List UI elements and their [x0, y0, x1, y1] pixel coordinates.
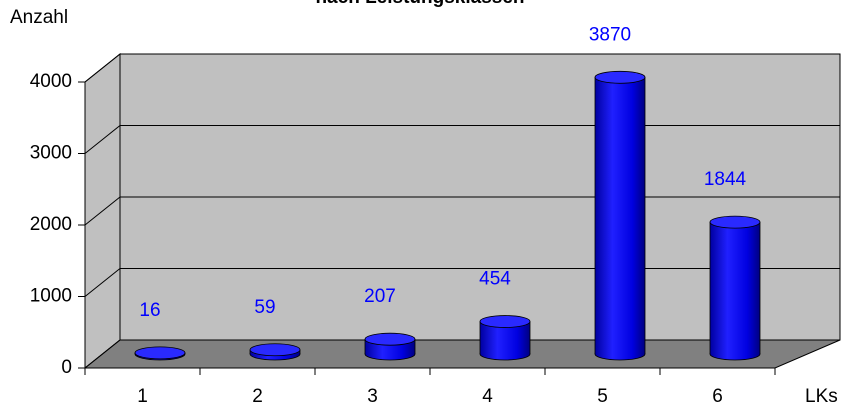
bar-top: [594, 70, 646, 84]
grid-line: [84, 53, 121, 83]
bar-body: [710, 222, 760, 354]
x-tick-label: 3: [367, 386, 378, 407]
bar-top: [134, 346, 186, 360]
data-label: 454: [479, 269, 511, 290]
y-tick-label: 3000: [30, 143, 72, 164]
bar: [594, 70, 646, 361]
x-tick-label: 2: [252, 386, 263, 407]
y-tick-label: 1000: [30, 286, 72, 307]
y-tick-label: 4000: [30, 71, 72, 92]
x-tick-label: 6: [712, 386, 723, 407]
grid-line: [84, 196, 121, 226]
bars: [134, 70, 761, 361]
data-label: 3870: [589, 24, 631, 45]
bar: [249, 343, 301, 361]
x-tick-label: 4: [482, 386, 493, 407]
data-label: 59: [254, 297, 275, 318]
data-label: 16: [139, 300, 160, 321]
grid-line: [84, 268, 121, 297]
chart-title: nach Leistungsklassen: [315, 0, 524, 8]
bar: [709, 215, 761, 361]
y-tick-label: 2000: [30, 214, 72, 235]
y-axis-label: Anzahl: [10, 7, 68, 28]
bar: [479, 315, 531, 361]
x-tick-label: 1: [137, 386, 148, 407]
data-label: 1844: [704, 169, 747, 190]
bar-top: [249, 343, 301, 357]
y-tick-label: 0: [61, 357, 72, 378]
grid-line: [84, 339, 121, 369]
bar: [364, 332, 416, 361]
x-tick-label: 5: [597, 386, 608, 407]
bar-top: [479, 315, 531, 328]
grid-line: [84, 125, 121, 154]
bar: [134, 346, 186, 361]
bar-top: [709, 215, 761, 229]
data-label: 207: [364, 286, 396, 307]
bar-body: [595, 77, 645, 355]
bar-top: [364, 332, 416, 346]
x-axis-label: LKs: [805, 386, 838, 407]
